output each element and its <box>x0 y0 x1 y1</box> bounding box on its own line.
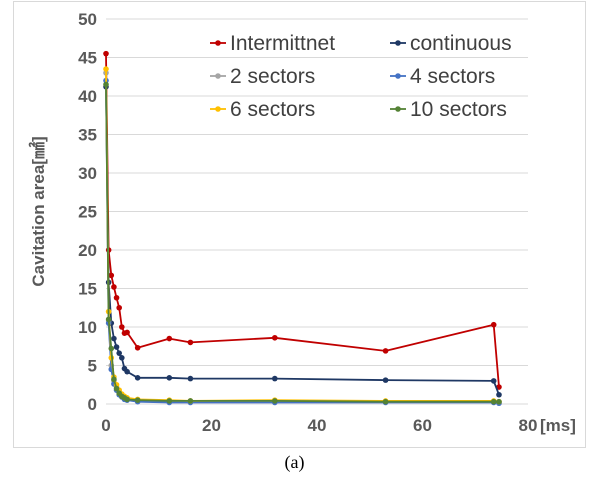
x-axis-title: [ms] <box>540 416 576 435</box>
data-point <box>490 378 497 384</box>
data-point <box>187 375 194 382</box>
data-point <box>105 316 112 323</box>
data-point <box>134 397 141 403</box>
legend-label: 2 sectors <box>230 65 315 88</box>
data-point <box>124 368 130 375</box>
data-point <box>116 350 122 356</box>
data-point <box>119 355 125 361</box>
legend-label: continuous <box>410 32 512 55</box>
figure-caption: (a) <box>284 452 305 472</box>
data-point <box>111 376 117 383</box>
x-tick-label: 60 <box>413 416 432 435</box>
data-point <box>103 66 109 72</box>
data-point <box>496 391 502 398</box>
data-point <box>272 334 278 341</box>
y-tick-label: 35 <box>78 126 97 145</box>
y-tick-label: 30 <box>78 164 97 183</box>
legend-swatch-marker <box>215 106 221 112</box>
y-axis-title: Cavitation area[㎟] <box>28 136 48 286</box>
y-tick-label: 5 <box>88 357 97 376</box>
data-point <box>272 375 278 382</box>
series-line-5 <box>105 84 499 403</box>
y-tick-label: 0 <box>88 395 97 414</box>
data-point <box>382 377 389 383</box>
data-point <box>119 324 125 330</box>
data-point <box>113 294 120 301</box>
data-point <box>166 335 173 342</box>
data-point <box>113 344 120 350</box>
legend-label: 10 sectors <box>410 98 507 121</box>
legend-label: Intermittnet <box>230 32 335 55</box>
legend-swatch-marker <box>395 106 401 112</box>
x-tick-label: 40 <box>308 416 327 435</box>
data-point <box>124 329 130 336</box>
legend-swatch-marker <box>215 73 221 79</box>
data-point <box>103 81 109 88</box>
series-line-2 <box>105 72 500 404</box>
data-point <box>187 339 194 346</box>
data-point <box>272 398 278 404</box>
data-point <box>103 50 109 57</box>
chart-svg: 0 5 10 15 20 25 30 35 40 45 50 0 20 40 60 80 [ms] Cavitat… <box>28 10 576 435</box>
data-point <box>111 284 117 290</box>
data-point <box>382 348 389 354</box>
series-line-1 <box>105 86 500 396</box>
data-point <box>490 398 497 405</box>
x-tick-label: 0 <box>101 416 110 435</box>
data-point <box>134 375 141 381</box>
legend-swatch-marker <box>395 40 401 46</box>
y-tick-label: 40 <box>78 87 97 106</box>
chart-frame: 0 5 10 15 20 25 30 35 40 45 50 0 20 40 60 80 [ms] Cavitat… <box>13 1 586 448</box>
y-tick-label: 25 <box>78 203 97 222</box>
data-point <box>111 335 117 342</box>
data-point <box>496 398 502 405</box>
data-point <box>166 398 173 404</box>
series-line-3 <box>105 80 500 405</box>
data-point <box>134 344 141 351</box>
data-point <box>166 375 173 381</box>
data-point <box>124 396 130 403</box>
data-point <box>187 398 194 404</box>
legend-swatch-marker <box>395 73 401 79</box>
y-tick-label: 20 <box>78 241 97 260</box>
data-point <box>382 398 389 405</box>
x-tick-label: 20 <box>202 416 221 435</box>
y-tick-label: 15 <box>78 280 97 299</box>
legend-label: 4 sectors <box>410 65 495 88</box>
data-point <box>108 272 115 279</box>
legend-label: 6 sectors <box>230 98 315 121</box>
data-point <box>496 384 502 390</box>
data-point <box>490 321 497 328</box>
x-tick-label: 80 <box>519 416 538 435</box>
data-point <box>116 304 122 311</box>
legend-swatch-marker <box>215 40 221 46</box>
data-point <box>108 345 115 352</box>
data-point <box>113 385 120 392</box>
y-tick-label: 50 <box>78 10 97 29</box>
y-tick-label: 45 <box>78 49 97 68</box>
y-tick-label: 10 <box>78 318 97 337</box>
